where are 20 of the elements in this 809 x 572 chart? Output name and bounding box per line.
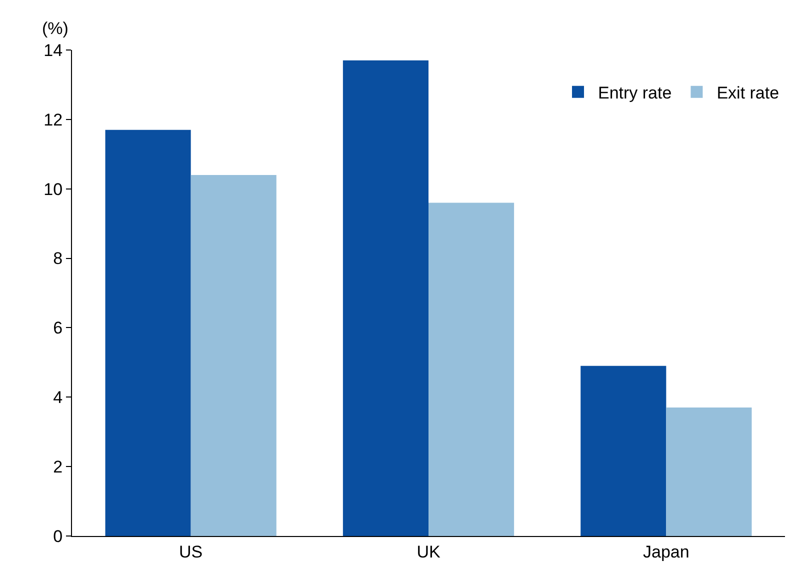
x-tick-label: Japan (643, 542, 690, 562)
legend-label: Entry rate (598, 83, 672, 102)
bar (428, 202, 514, 536)
y-tick-label: 4 (53, 388, 63, 408)
bar (666, 408, 752, 536)
bar (105, 130, 191, 536)
y-tick-label: 0 (53, 526, 63, 546)
bar (342, 60, 428, 536)
y-tick-label: 10 (44, 180, 63, 199)
y-axis-title: (%) (42, 19, 68, 38)
x-tick-label: US (179, 542, 203, 562)
y-tick-label: 12 (44, 110, 63, 130)
bar (190, 174, 276, 536)
legend-label: Exit rate (716, 83, 780, 102)
y-tick-label: 6 (53, 318, 63, 338)
bar (580, 366, 666, 536)
y-tick-label: 8 (53, 249, 63, 268)
x-tick-label: UK (416, 542, 441, 562)
y-tick-label: 14 (44, 40, 63, 60)
y-tick-label: 2 (53, 458, 63, 477)
